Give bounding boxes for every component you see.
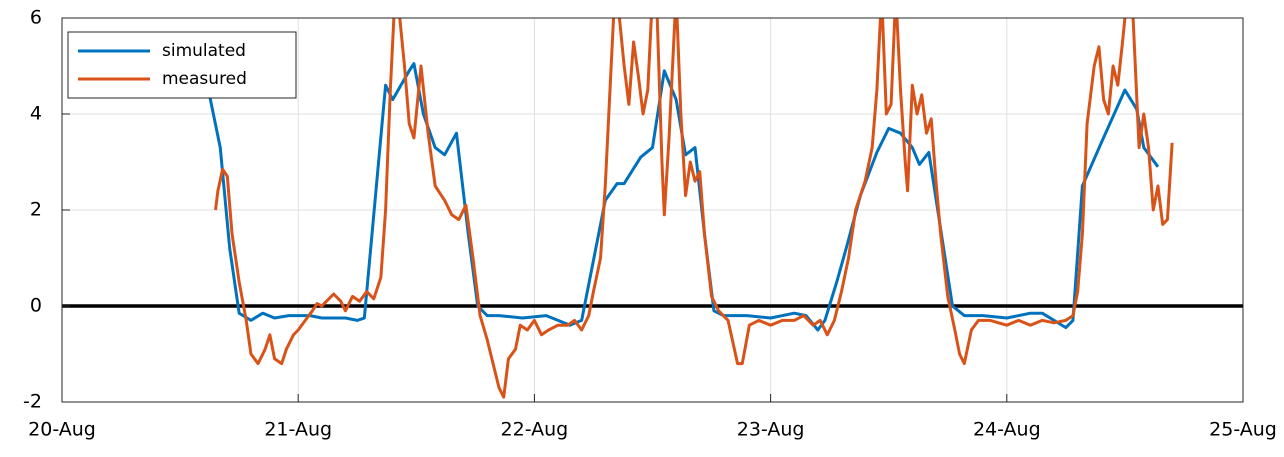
series-line — [206, 62, 1160, 332]
legend-label: simulated — [162, 41, 246, 61]
legend-label: measured — [162, 69, 247, 89]
x-tick-label: 24-Aug — [973, 419, 1041, 441]
x-tick-label: 21-Aug — [264, 419, 332, 441]
x-tick-label: 23-Aug — [737, 419, 805, 441]
y-tick-label: -2 — [23, 391, 42, 413]
series-line — [214, 18, 1174, 399]
ticks: -2 0 2 4 6 20-Aug 21-Aug 22-Aug 23-Aug 24-Aug 25-A… — [23, 7, 1277, 441]
y-tick-label: 0 — [30, 295, 42, 317]
y-tick-label: 2 — [30, 199, 42, 221]
x-tick-label: 20-Aug — [28, 419, 96, 441]
x-tick-label: 25-Aug — [1209, 419, 1277, 441]
legend: simulated measured — [67, 31, 297, 99]
lines — [62, 18, 1243, 399]
legend-box — [67, 31, 297, 99]
x-tick-label: 22-Aug — [501, 419, 569, 441]
y-tick-label: 4 — [30, 103, 42, 125]
y-tick-label: 6 — [30, 7, 42, 29]
